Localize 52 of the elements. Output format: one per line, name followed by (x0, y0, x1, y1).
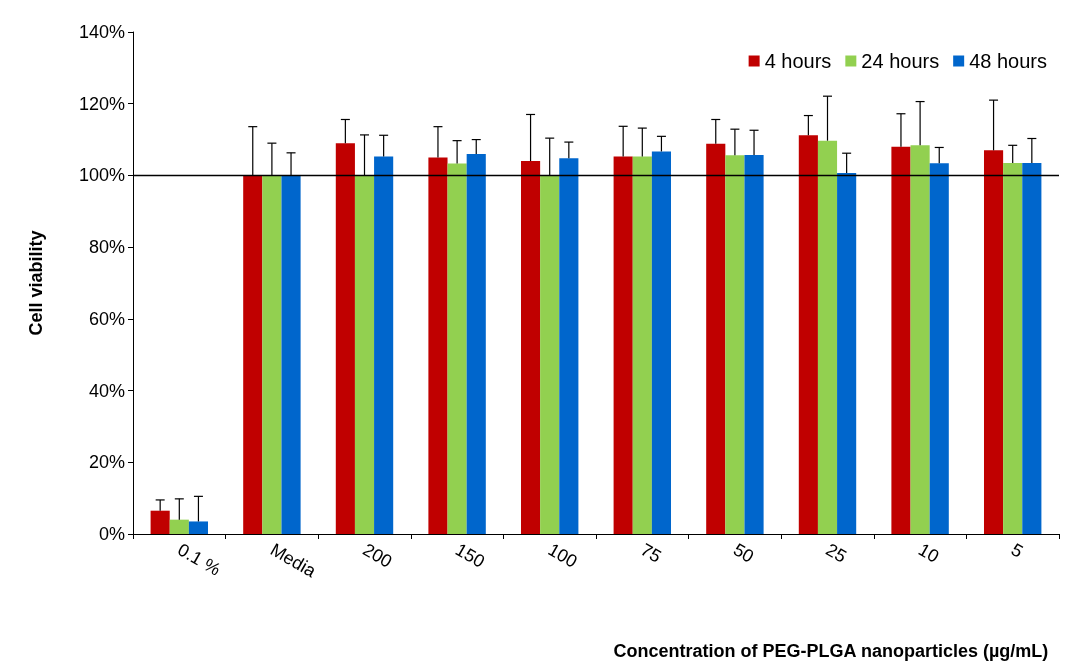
y-tick-label: 80% (88, 237, 125, 258)
bar (929, 163, 949, 534)
bar (798, 135, 818, 534)
bar (725, 155, 745, 534)
bar (281, 175, 301, 534)
y-axis-title: Cell viability (26, 230, 46, 336)
bar (169, 519, 189, 534)
bar (983, 150, 1004, 534)
bar (540, 175, 560, 534)
x-tick-label: 10 (915, 539, 943, 567)
bar (1003, 162, 1023, 534)
x-tick-label: 100 (544, 539, 581, 572)
bar (559, 158, 579, 534)
bar (910, 145, 930, 534)
legend-label: 24 hours (861, 50, 940, 72)
bar (243, 175, 263, 534)
bar (520, 161, 541, 534)
bar (466, 153, 486, 534)
bar (632, 156, 652, 534)
bar (1022, 162, 1042, 534)
y-tick-label: 140% (78, 22, 125, 42)
y-tick-label: 20% (88, 452, 125, 473)
y-tick-label: 100% (78, 165, 125, 186)
bar (262, 175, 282, 534)
x-tick-label: 0.1 % (174, 539, 225, 580)
y-tick-label: 120% (78, 93, 125, 114)
bar (374, 156, 394, 534)
legend-label: 4 hours (764, 50, 832, 72)
bar (428, 157, 448, 534)
bar (188, 521, 209, 534)
legend-label: 48 hours (969, 50, 1048, 72)
bar (613, 156, 633, 534)
x-tick-label: 25 (822, 539, 850, 567)
bar (354, 175, 375, 534)
x-tick-label: 200 (359, 539, 396, 572)
bar (706, 143, 726, 534)
bar (335, 143, 355, 534)
bar (817, 140, 838, 534)
y-tick-label: 40% (88, 380, 125, 401)
bar (891, 146, 911, 534)
x-tick-label: 5 (1007, 539, 1027, 562)
x-tick-label: 75 (637, 539, 665, 567)
x-axis-title: Concentration of PEG-PLGA nanoparticles (µg/mL) (613, 641, 1049, 661)
y-tick-label: 60% (88, 308, 125, 329)
x-tick-label: 150 (452, 539, 489, 572)
x-tick-label: 50 (729, 539, 758, 567)
bar (150, 510, 170, 534)
y-tick-label: 0% (98, 524, 125, 544)
bar (744, 154, 764, 534)
bar (651, 151, 672, 534)
bar (837, 172, 857, 534)
bar (447, 163, 467, 534)
